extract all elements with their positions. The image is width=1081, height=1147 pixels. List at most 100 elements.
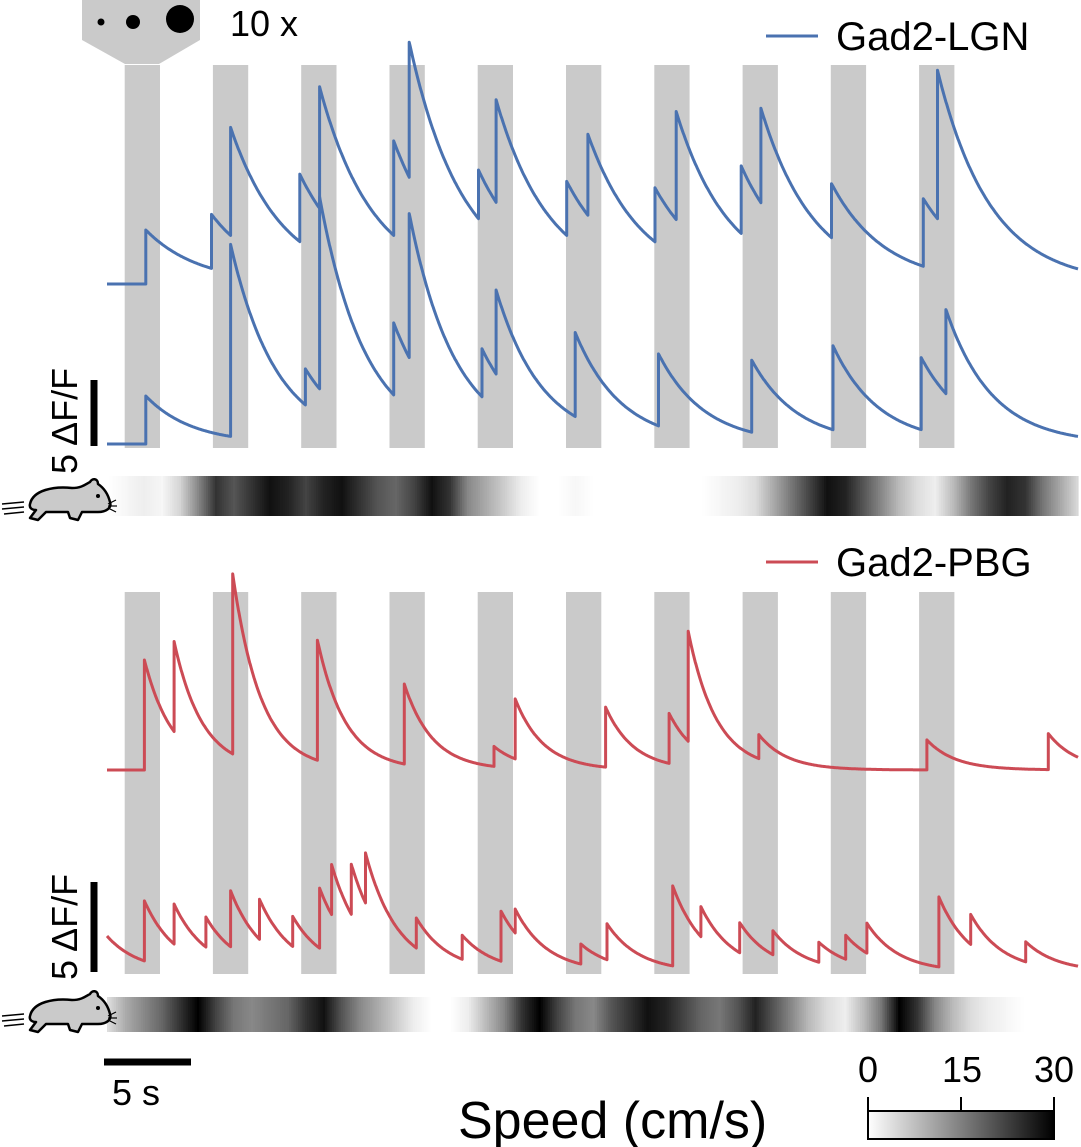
speed-bin: [972, 997, 976, 1032]
speed-bin: [664, 476, 668, 516]
speed-bin: [394, 997, 398, 1032]
speed-bin: [374, 997, 378, 1032]
speed-bin: [841, 476, 845, 516]
speed-bin: [588, 997, 591, 1032]
speed-bin: [1062, 476, 1066, 516]
stimulus-bands-lgn: [124, 65, 955, 448]
speed-bin: [378, 997, 382, 1032]
speed-bin: [466, 997, 470, 1032]
speed-bin: [650, 476, 654, 516]
speed-bin: [731, 476, 735, 516]
speed-bin: [711, 476, 715, 516]
speed-bin: [716, 997, 719, 1032]
speed-bin: [327, 476, 331, 516]
speed-bin: [853, 997, 857, 1032]
speed-bin: [929, 997, 933, 1032]
speed-bin: [318, 476, 322, 516]
speed-bin: [489, 997, 492, 1032]
speed-bin: [911, 997, 915, 1032]
speed-bin: [174, 997, 178, 1032]
speed-bin: [149, 476, 153, 516]
speed-bin: [354, 476, 358, 516]
speed-bin: [673, 476, 677, 516]
speed-bin: [111, 997, 115, 1032]
speed-bin: [967, 997, 971, 1032]
speed-bin: [686, 476, 690, 516]
dff-scale-label-lgn: 5 ΔF/F: [44, 368, 85, 474]
speed-bin: [626, 997, 630, 1032]
speed-bin: [304, 997, 308, 1032]
speed-bin: [390, 997, 394, 1032]
speed-bin: [891, 476, 895, 516]
speed-bin: [803, 997, 807, 1032]
speed-bin: [976, 997, 980, 1032]
speed-bin: [626, 476, 630, 516]
speed-bin: [936, 476, 940, 516]
speed-bin: [239, 476, 243, 516]
speed-bin: [846, 997, 850, 1032]
speed-bin: [713, 997, 717, 1032]
speed-bin: [583, 476, 587, 516]
speed-bin: [246, 476, 250, 516]
speed-bin: [466, 476, 470, 516]
speed-bin: [493, 997, 497, 1032]
speed-bin: [783, 997, 787, 1032]
speed-bin: [650, 997, 654, 1032]
speed-bin: [603, 997, 607, 1032]
speed-bin: [720, 997, 724, 1032]
speed-bin: [129, 997, 133, 1032]
speed-bin: [1046, 476, 1050, 516]
speed-bin: [414, 476, 418, 516]
speed-bin: [970, 476, 973, 516]
speed-bin: [1042, 476, 1045, 516]
speed-bin: [639, 476, 643, 516]
speed-bin: [369, 476, 373, 516]
speed-bin: [221, 997, 225, 1032]
speed-bin: [536, 997, 540, 1032]
speed-bin: [965, 476, 969, 516]
speed-bin: [349, 476, 353, 516]
trace-lgn-1: [106, 40, 1079, 286]
speed-bin: [495, 997, 499, 1032]
speed-bin: [115, 997, 119, 1032]
speed-bin: [115, 476, 119, 516]
speed-bin: [552, 476, 555, 516]
speed-bin: [668, 997, 672, 1032]
speed-bin: [142, 476, 146, 516]
speed-bin: [904, 476, 908, 516]
speed-bin: [316, 476, 319, 516]
speed-bin: [794, 476, 798, 516]
speed-bin: [432, 997, 436, 1032]
running-mouse-icon: [1, 990, 117, 1034]
speed-bin: [169, 476, 173, 516]
speed-bin: [282, 476, 286, 516]
speed-bin: [599, 997, 603, 1032]
speed-bin: [486, 997, 490, 1032]
speed-bin: [372, 997, 376, 1032]
speed-bin: [727, 476, 731, 516]
speed-bin: [190, 997, 194, 1032]
stimulus-bands-pbg: [124, 592, 955, 974]
speed-bin: [120, 997, 124, 1032]
speed-bin: [1044, 997, 1048, 1032]
speed-bin: [599, 476, 603, 516]
speed-bin: [610, 997, 614, 1032]
speed-bin: [239, 997, 243, 1032]
speed-bin: [837, 997, 841, 1032]
speed-bin: [902, 997, 906, 1032]
speed-bin: [570, 997, 573, 1032]
speed-bin: [963, 997, 967, 1032]
speed-bin: [981, 997, 985, 1032]
speed-bin: [846, 476, 850, 516]
speed-bin: [480, 476, 483, 516]
speed-bin: [1046, 997, 1050, 1032]
speed-bin: [1051, 476, 1054, 516]
speed-bin: [331, 997, 335, 1032]
speed-bin: [841, 997, 845, 1032]
speed-bin: [122, 997, 126, 1032]
speed-bin: [127, 997, 131, 1032]
speed-bin: [140, 476, 144, 516]
speed-bin: [734, 997, 737, 1032]
speed-bin: [286, 476, 290, 516]
speed-bin: [736, 997, 740, 1032]
